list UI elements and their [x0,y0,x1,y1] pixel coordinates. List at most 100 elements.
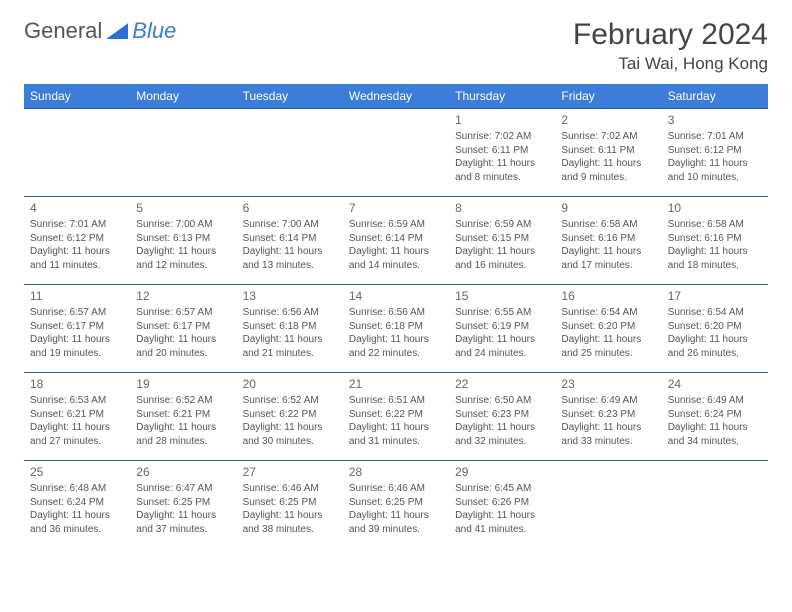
sunrise-text: Sunrise: 6:46 AM [349,482,443,496]
day-cell [343,109,449,197]
day-cell: 6Sunrise: 7:00 AMSunset: 6:14 PMDaylight… [237,197,343,285]
sunrise-text: Sunrise: 6:45 AM [455,482,549,496]
sunrise-text: Sunrise: 6:57 AM [30,306,124,320]
day-cell: 23Sunrise: 6:49 AMSunset: 6:23 PMDayligh… [555,373,661,461]
sunrise-text: Sunrise: 6:59 AM [455,218,549,232]
sunrise-text: Sunrise: 6:49 AM [668,394,762,408]
day-cell: 19Sunrise: 6:52 AMSunset: 6:21 PMDayligh… [130,373,236,461]
sunrise-text: Sunrise: 6:58 AM [561,218,655,232]
sunset-text: Sunset: 6:18 PM [243,320,337,334]
day-cell [130,109,236,197]
sunset-text: Sunset: 6:12 PM [30,232,124,246]
week-row: 4Sunrise: 7:01 AMSunset: 6:12 PMDaylight… [24,197,768,285]
sunset-text: Sunset: 6:17 PM [136,320,230,334]
day-number: 24 [668,376,762,392]
sunset-text: Sunset: 6:13 PM [136,232,230,246]
day-cell: 28Sunrise: 6:46 AMSunset: 6:25 PMDayligh… [343,461,449,549]
sunrise-text: Sunrise: 6:55 AM [455,306,549,320]
sunrise-text: Sunrise: 6:48 AM [30,482,124,496]
sunset-text: Sunset: 6:20 PM [561,320,655,334]
weekday-wednesday: Wednesday [343,84,449,109]
daylight-text: Daylight: 11 hours and 16 minutes. [455,245,549,272]
day-cell: 17Sunrise: 6:54 AMSunset: 6:20 PMDayligh… [662,285,768,373]
day-cell: 13Sunrise: 6:56 AMSunset: 6:18 PMDayligh… [237,285,343,373]
calendar-table: SundayMondayTuesdayWednesdayThursdayFrid… [24,84,768,548]
weekday-header: SundayMondayTuesdayWednesdayThursdayFrid… [24,84,768,109]
sunset-text: Sunset: 6:25 PM [349,496,443,510]
day-number: 3 [668,112,762,128]
sunrise-text: Sunrise: 6:53 AM [30,394,124,408]
sunset-text: Sunset: 6:11 PM [455,144,549,158]
sunset-text: Sunset: 6:22 PM [349,408,443,422]
sunset-text: Sunset: 6:14 PM [349,232,443,246]
sunset-text: Sunset: 6:11 PM [561,144,655,158]
day-cell: 12Sunrise: 6:57 AMSunset: 6:17 PMDayligh… [130,285,236,373]
sunset-text: Sunset: 6:23 PM [455,408,549,422]
day-cell: 16Sunrise: 6:54 AMSunset: 6:20 PMDayligh… [555,285,661,373]
sunset-text: Sunset: 6:19 PM [455,320,549,334]
day-cell: 2Sunrise: 7:02 AMSunset: 6:11 PMDaylight… [555,109,661,197]
day-cell: 9Sunrise: 6:58 AMSunset: 6:16 PMDaylight… [555,197,661,285]
sunset-text: Sunset: 6:24 PM [30,496,124,510]
daylight-text: Daylight: 11 hours and 41 minutes. [455,509,549,536]
day-cell: 1Sunrise: 7:02 AMSunset: 6:11 PMDaylight… [449,109,555,197]
header: General Blue February 2024 Tai Wai, Hong… [24,18,768,74]
sunrise-text: Sunrise: 6:57 AM [136,306,230,320]
daylight-text: Daylight: 11 hours and 39 minutes. [349,509,443,536]
sunset-text: Sunset: 6:12 PM [668,144,762,158]
daylight-text: Daylight: 11 hours and 13 minutes. [243,245,337,272]
sunset-text: Sunset: 6:14 PM [243,232,337,246]
sunrise-text: Sunrise: 6:47 AM [136,482,230,496]
day-cell: 20Sunrise: 6:52 AMSunset: 6:22 PMDayligh… [237,373,343,461]
day-cell: 22Sunrise: 6:50 AMSunset: 6:23 PMDayligh… [449,373,555,461]
day-number: 27 [243,464,337,480]
daylight-text: Daylight: 11 hours and 11 minutes. [30,245,124,272]
sunset-text: Sunset: 6:16 PM [561,232,655,246]
sunset-text: Sunset: 6:25 PM [243,496,337,510]
day-cell [662,461,768,549]
day-cell [555,461,661,549]
day-number: 21 [349,376,443,392]
sunrise-text: Sunrise: 6:52 AM [136,394,230,408]
day-number: 26 [136,464,230,480]
sunrise-text: Sunrise: 6:51 AM [349,394,443,408]
daylight-text: Daylight: 11 hours and 20 minutes. [136,333,230,360]
logo-text-1: General [24,18,102,44]
sunset-text: Sunset: 6:26 PM [455,496,549,510]
sunrise-text: Sunrise: 7:01 AM [668,130,762,144]
sunset-text: Sunset: 6:24 PM [668,408,762,422]
sunrise-text: Sunrise: 7:00 AM [243,218,337,232]
day-number: 19 [136,376,230,392]
weekday-monday: Monday [130,84,236,109]
day-number: 4 [30,200,124,216]
daylight-text: Daylight: 11 hours and 17 minutes. [561,245,655,272]
day-number: 18 [30,376,124,392]
day-number: 22 [455,376,549,392]
daylight-text: Daylight: 11 hours and 24 minutes. [455,333,549,360]
day-number: 20 [243,376,337,392]
day-number: 8 [455,200,549,216]
daylight-text: Daylight: 11 hours and 38 minutes. [243,509,337,536]
weekday-thursday: Thursday [449,84,555,109]
day-number: 23 [561,376,655,392]
sunrise-text: Sunrise: 6:46 AM [243,482,337,496]
weekday-sunday: Sunday [24,84,130,109]
day-number: 5 [136,200,230,216]
sunrise-text: Sunrise: 6:54 AM [668,306,762,320]
daylight-text: Daylight: 11 hours and 18 minutes. [668,245,762,272]
day-cell: 15Sunrise: 6:55 AMSunset: 6:19 PMDayligh… [449,285,555,373]
daylight-text: Daylight: 11 hours and 36 minutes. [30,509,124,536]
day-cell: 11Sunrise: 6:57 AMSunset: 6:17 PMDayligh… [24,285,130,373]
sunrise-text: Sunrise: 6:58 AM [668,218,762,232]
daylight-text: Daylight: 11 hours and 34 minutes. [668,421,762,448]
logo-triangle-icon [106,23,128,39]
daylight-text: Daylight: 11 hours and 33 minutes. [561,421,655,448]
sunrise-text: Sunrise: 6:54 AM [561,306,655,320]
weekday-friday: Friday [555,84,661,109]
day-number: 29 [455,464,549,480]
day-cell: 5Sunrise: 7:00 AMSunset: 6:13 PMDaylight… [130,197,236,285]
day-number: 11 [30,288,124,304]
daylight-text: Daylight: 11 hours and 37 minutes. [136,509,230,536]
day-number: 10 [668,200,762,216]
sunrise-text: Sunrise: 6:49 AM [561,394,655,408]
